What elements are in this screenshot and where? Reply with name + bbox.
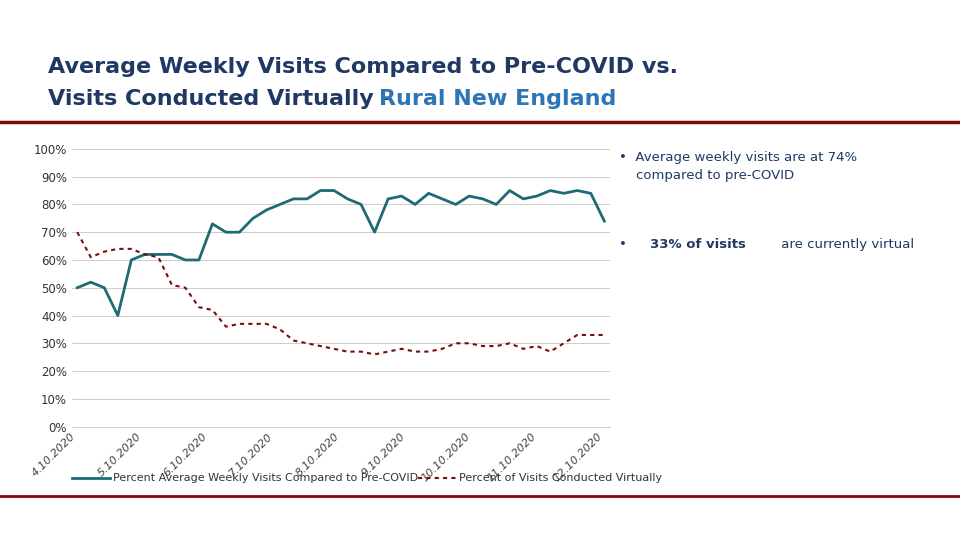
Text: 33% of visits: 33% of visits [650,238,746,251]
Text: Percent of Visits Conducted Virtually: Percent of Visits Conducted Virtually [459,473,662,483]
Text: Average Weekly Visits Compared to Pre-COVID vs.: Average Weekly Visits Compared to Pre-CO… [48,57,678,77]
Text: Visits Conducted Virtually –: Visits Conducted Virtually – [48,89,400,109]
Text: HRSA: HRSA [802,511,845,525]
Text: 22: 22 [918,510,939,525]
Text: Percent Average Weekly Visits Compared to Pre-COVID: Percent Average Weekly Visits Compared t… [113,473,419,483]
Text: Rural New England: Rural New England [379,89,616,109]
Text: •  Average weekly visits are at 74%
    compared to pre-COVID: • Average weekly visits are at 74% compa… [619,151,857,182]
Text: are currently virtual: are currently virtual [777,238,914,251]
Text: •: • [619,238,636,251]
